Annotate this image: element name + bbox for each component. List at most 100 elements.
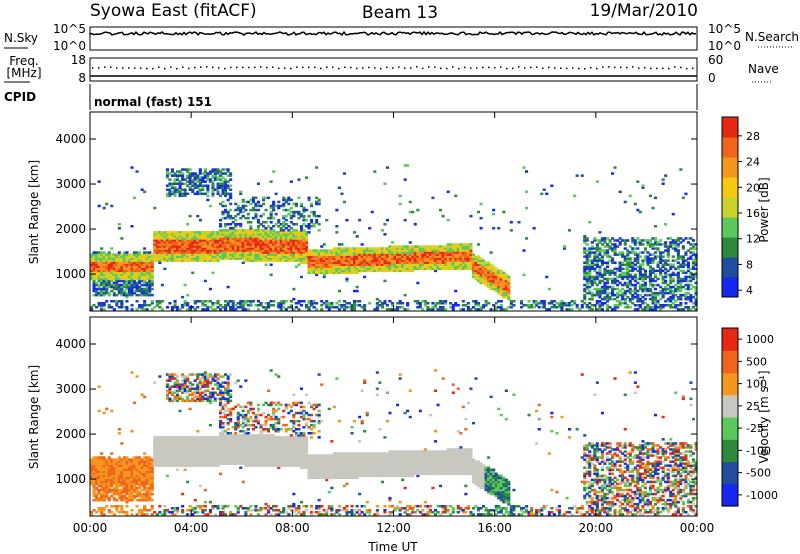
data-cell [133, 265, 137, 268]
data-cell [428, 245, 432, 248]
data-cell [423, 253, 427, 256]
data-cell [532, 300, 536, 303]
data-cell [92, 257, 96, 260]
data-cell [244, 247, 248, 250]
data-cell [342, 308, 346, 311]
data-cell [583, 251, 587, 254]
data-cell [590, 291, 594, 295]
data-cell [105, 277, 109, 281]
data-cell [421, 257, 425, 260]
data-cell [249, 259, 253, 262]
data-cell [608, 239, 612, 242]
data-cell [342, 247, 346, 250]
data-cell [130, 255, 134, 258]
data-cell [92, 474, 96, 478]
data-cell [312, 210, 316, 214]
data-cell [267, 235, 271, 238]
data-cell [441, 251, 445, 254]
data-cell [120, 306, 124, 309]
data-cell [241, 204, 245, 208]
data-cell [231, 255, 235, 258]
data-cell [122, 291, 126, 295]
data-cell [618, 293, 622, 297]
data-cell [105, 484, 109, 488]
data-cell [219, 229, 223, 232]
data-cell [158, 255, 162, 258]
data-cell [641, 261, 645, 264]
data-cell [317, 259, 321, 262]
data-cell [292, 214, 296, 218]
data-cell [284, 208, 288, 212]
data-cell [641, 184, 645, 187]
data-cell [191, 253, 195, 256]
data-cell [100, 511, 104, 514]
data-cell [117, 271, 121, 275]
data-cell [322, 243, 326, 246]
data-cell [669, 306, 673, 309]
data-cell [117, 470, 121, 473]
data-cell [342, 269, 346, 273]
data-cell [274, 247, 278, 250]
data-cell [105, 494, 109, 498]
data-cell [342, 200, 346, 204]
data-cell [613, 166, 617, 169]
data-cell [646, 287, 650, 291]
data-cell [115, 462, 119, 465]
data-cell [350, 308, 354, 311]
data-cell [206, 306, 210, 309]
data-cell [92, 456, 96, 459]
data-cell [122, 464, 126, 467]
data-cell [110, 488, 114, 492]
data-cell [100, 283, 104, 287]
nave-dot [128, 67, 130, 69]
data-cell [477, 271, 481, 275]
data-cell [654, 255, 658, 258]
data-cell [120, 300, 124, 303]
data-cell [294, 202, 298, 206]
data-cell [325, 259, 329, 262]
data-cell [674, 249, 678, 252]
data-cell [595, 247, 599, 250]
data-cell [267, 257, 271, 260]
data-cell [219, 218, 223, 222]
data-cell [102, 464, 106, 467]
data-cell [459, 253, 463, 256]
data-cell [176, 306, 180, 309]
data-cell [186, 170, 190, 173]
data-cell [312, 263, 316, 266]
data-cell [279, 235, 283, 238]
data-cell [370, 210, 374, 214]
data-cell [264, 263, 268, 266]
data-cell [277, 304, 281, 307]
data-cell [411, 249, 415, 252]
data-cell [241, 308, 245, 311]
data-cell [292, 287, 296, 291]
data-cell [388, 308, 392, 311]
data-cell [585, 259, 589, 262]
data-cell [631, 295, 635, 299]
data-cell [444, 247, 448, 250]
data-cell [284, 241, 288, 244]
data-cell [143, 255, 147, 258]
data-cell [122, 480, 126, 484]
data-cell [406, 304, 410, 307]
data-cell [598, 300, 602, 303]
data-cell [391, 263, 395, 266]
data-cell [160, 235, 164, 238]
data-cell [588, 285, 592, 289]
data-cell [226, 223, 230, 226]
data-cell [363, 251, 367, 254]
data-cell [133, 482, 137, 486]
data-cell [659, 304, 663, 307]
data-cell [158, 251, 162, 254]
data-cell [102, 304, 106, 307]
data-cell [279, 253, 283, 256]
data-cell [213, 245, 217, 248]
data-cell [686, 265, 690, 268]
data-cell [471, 267, 475, 271]
data-cell [117, 488, 121, 492]
data-cell [176, 249, 180, 252]
data-cell [436, 259, 440, 262]
data-cell [229, 178, 233, 181]
data-cell [454, 253, 458, 256]
